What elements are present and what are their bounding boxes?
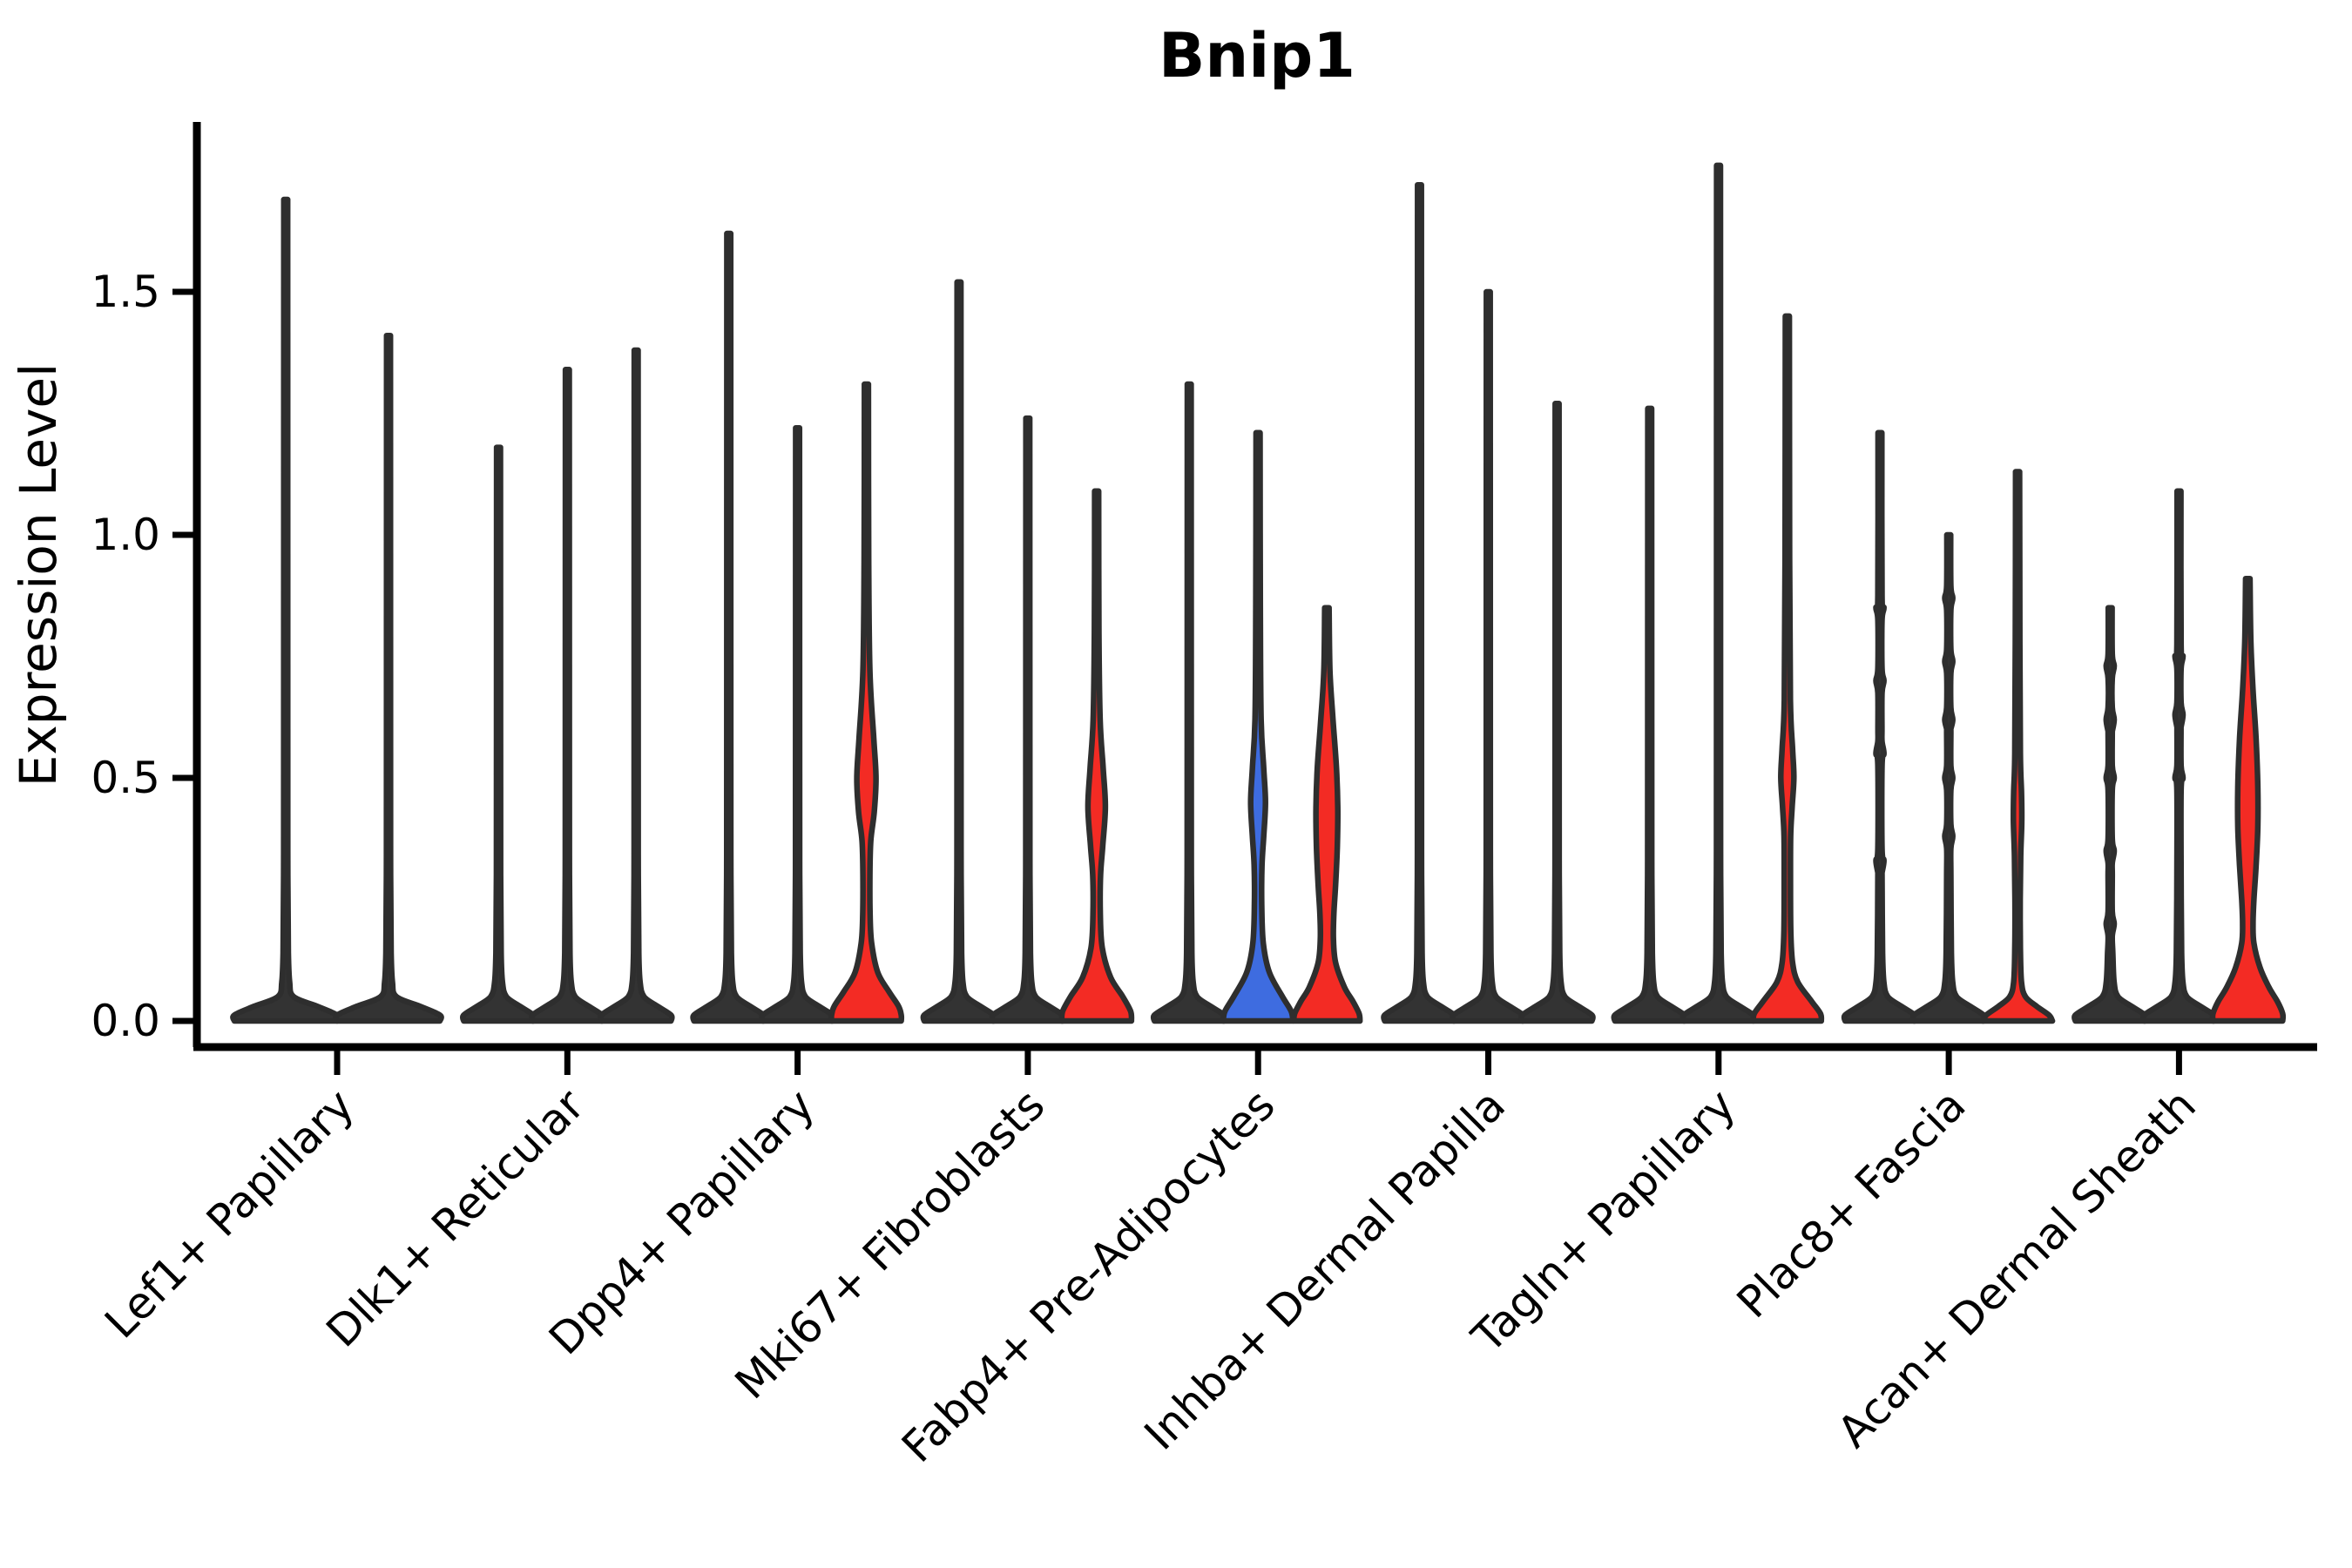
x-tick-label: Fabp4+ Pre-Adipocytes xyxy=(892,1079,1285,1472)
violin-fabp4-pre-adipocytes-1 xyxy=(1150,381,1228,1024)
violin-dpp4-papillary-2 xyxy=(759,424,836,1024)
violin-dlk1-reticular-1 xyxy=(459,444,537,1024)
violin-mki67-fibroblasts-3 xyxy=(1058,488,1135,1024)
violin-plac8-fascia-2 xyxy=(1909,531,1988,1024)
violin-lef1-papillary-1 xyxy=(230,196,341,1024)
violin-inhba-dermal-papilla-2 xyxy=(1450,288,1527,1024)
x-tick-label: Plac8+ Fascia xyxy=(1727,1079,1976,1328)
violin-lef1-papillary-2 xyxy=(333,332,444,1024)
y-tick-label: 0.5 xyxy=(91,753,160,803)
violin-dpp4-papillary-1 xyxy=(690,230,767,1024)
violin-plac8-fascia-3 xyxy=(1979,469,2056,1024)
violin-inhba-dermal-papilla-1 xyxy=(1381,181,1458,1024)
violin-dpp4-papillary-3 xyxy=(828,381,905,1024)
violin-tagln-papillary-3 xyxy=(1750,313,1825,1024)
y-tick-label: 1.0 xyxy=(91,510,160,560)
violin-fabp4-pre-adipocytes-2 xyxy=(1220,429,1296,1024)
violin-fabp4-pre-adipocytes-3 xyxy=(1290,605,1363,1024)
violin-acan-dermal-sheath-1 xyxy=(2072,605,2149,1024)
violin-dlk1-reticular-2 xyxy=(528,367,606,1024)
violin-tagln-papillary-1 xyxy=(1611,405,1689,1024)
x-tick-label: Lef1+ Papillary xyxy=(95,1079,363,1348)
violin-acan-dermal-sheath-2 xyxy=(2140,488,2218,1024)
violin-acan-dermal-sheath-3 xyxy=(2209,575,2287,1024)
violin-mki67-fibroblasts-1 xyxy=(920,279,998,1024)
y-tick-label: 1.5 xyxy=(91,267,160,317)
violin-tagln-papillary-2 xyxy=(1680,162,1758,1024)
violin-mki67-fibroblasts-2 xyxy=(989,415,1067,1024)
y-axis-label: Expression Level xyxy=(9,363,68,787)
y-tick-label: 0.0 xyxy=(91,996,160,1046)
violin-dlk1-reticular-3 xyxy=(597,347,675,1024)
chart-title: Bnip1 xyxy=(1159,20,1355,91)
violin-inhba-dermal-papilla-3 xyxy=(1518,401,1596,1024)
violin-plac8-fascia-1 xyxy=(1841,429,1919,1024)
